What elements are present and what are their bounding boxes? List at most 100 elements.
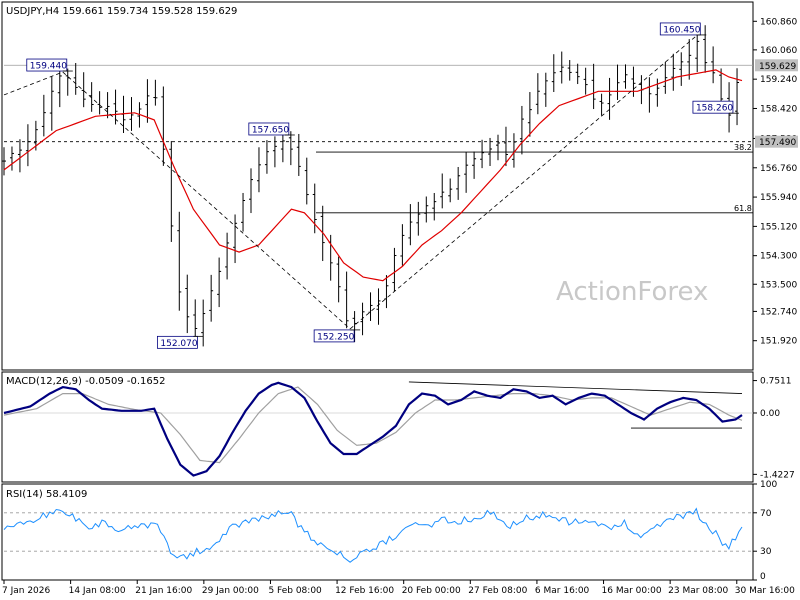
- time-tick-label: 30 Mar 16:00: [735, 586, 795, 596]
- price-bar: [217, 257, 222, 308]
- price-bar: [296, 133, 301, 176]
- price-bar: [288, 131, 293, 166]
- price-bars: [2, 25, 740, 347]
- price-bar: [703, 25, 708, 73]
- price-bar: [304, 157, 309, 205]
- price-bar: [97, 91, 102, 115]
- price-label-text: 152.070: [160, 339, 197, 349]
- rsi-panel-frame: [1, 483, 754, 581]
- price-bar: [687, 39, 692, 80]
- rsi-reference-lines: [4, 512, 753, 552]
- price-bar: [312, 183, 317, 234]
- time-axis: 7 Jan 2026 14 Jan 08:00 21 Jan 16:00 29 Jan…: [2, 580, 795, 596]
- price-bar: [424, 196, 429, 223]
- price-bar: [480, 139, 485, 169]
- price-bar: [360, 302, 365, 336]
- price-bar: [543, 72, 548, 107]
- price-bar: [336, 256, 341, 303]
- rsi-tick-label: 30: [760, 547, 772, 557]
- time-tick-label: 29 Jan 00:00: [202, 586, 259, 596]
- price-bar: [272, 136, 277, 168]
- macd-panel-title: MACD(12,26,9) -0.0509 -0.1652: [6, 376, 166, 387]
- price-bar: [472, 151, 477, 179]
- price-bar: [129, 97, 134, 131]
- price-trend-lines: [3, 35, 697, 330]
- current-price-box-bg: [755, 59, 798, 72]
- price-tick-label: 155.120: [760, 222, 797, 232]
- price-bar: [567, 60, 572, 81]
- price-bar: [9, 146, 14, 171]
- price-label: 152.250: [313, 329, 361, 343]
- price-bar: [201, 299, 206, 347]
- watermark: ActionForex: [556, 277, 708, 307]
- price-bar: [535, 73, 540, 115]
- price-bar: [264, 140, 269, 174]
- price-bar: [49, 76, 54, 131]
- price-bar: [400, 224, 405, 266]
- current-price-text: 159.629: [759, 62, 796, 72]
- price-label-box: [313, 329, 355, 343]
- price-bar: [376, 288, 381, 325]
- price-bar: [2, 147, 6, 176]
- price-bar: [161, 86, 166, 166]
- macd-line: [3, 381, 743, 477]
- macd-axis: 0.7511 0.00 -1.4227: [4, 377, 795, 480]
- time-tick-label: 27 Feb 08:00: [468, 586, 527, 596]
- price-bar: [663, 62, 668, 94]
- price-label-box: [156, 335, 198, 349]
- price-bar: [89, 82, 94, 112]
- time-tick-label: 21 Jan 16:00: [135, 586, 192, 596]
- price-bar: [448, 178, 453, 203]
- price-tick-label: 154.300: [760, 252, 797, 262]
- price-labels: 159.440 152.070 157.650 152.250 160.450 158.2…: [26, 22, 739, 349]
- price-bar: [464, 152, 469, 193]
- price-bar: [73, 63, 78, 95]
- current-price-box: 159.629: [755, 59, 798, 72]
- macd-tick-label: -1.4227: [760, 470, 795, 480]
- price-bar: [432, 192, 437, 221]
- price-bar: [527, 92, 532, 137]
- price-label-text: 158.260: [696, 104, 733, 114]
- right-value-text: 157.490: [759, 138, 796, 148]
- price-label-box: [692, 100, 734, 114]
- price-bar: [17, 139, 22, 173]
- macd-tick-label: 0.00: [760, 409, 780, 419]
- price-bar: [105, 92, 110, 119]
- price-bar: [241, 192, 246, 232]
- price-bar: [583, 67, 588, 95]
- guide-lines: 38.2 61.8: [4, 64, 753, 214]
- price-bar: [416, 201, 421, 236]
- price-bar: [249, 168, 254, 214]
- moving-average-line: [3, 69, 743, 282]
- price-bar: [679, 52, 684, 86]
- price-bar: [280, 134, 285, 163]
- time-tick-label: 6 Mar 16:00: [535, 586, 590, 596]
- price-label-text: 152.250: [317, 332, 354, 342]
- price-bar: [735, 68, 740, 126]
- price-bar: [456, 166, 461, 200]
- time-tick-label: 20 Feb 00:00: [402, 586, 461, 596]
- price-bar: [655, 78, 660, 107]
- price-bar: [591, 63, 596, 110]
- time-tick-label: 7 Jan 2026: [2, 586, 50, 596]
- price-panel-frame: [1, 1, 754, 371]
- price-tick-label: 159.240: [760, 75, 797, 85]
- price-bar: [711, 46, 716, 84]
- price-panel-title: USDJPY,H4 159.661 159.734 159.528 159.62…: [6, 6, 237, 17]
- price-tick-label: 160.060: [760, 46, 797, 56]
- price-tick-label: 160.860: [760, 17, 797, 27]
- macd-panel: 0.7511 0.00 -1.4227 MACD(12,26,9) -0.0509 …: [1, 371, 795, 483]
- price-bar: [233, 214, 238, 264]
- price-bar: [169, 140, 174, 242]
- rsi-axis: 100 70 30 0: [753, 480, 777, 582]
- price-tick-label: 153.500: [760, 280, 797, 290]
- rsi-panel: 100 70 30 0 RSI(14) 58.4109: [1, 480, 777, 582]
- price-label-text: 160.450: [663, 25, 700, 35]
- rsi-panel-title: RSI(14) 58.4109: [6, 489, 87, 500]
- price-bar: [81, 72, 86, 108]
- price-bar: [496, 134, 501, 161]
- price-bar: [511, 133, 516, 168]
- price-label: 160.450: [659, 22, 707, 35]
